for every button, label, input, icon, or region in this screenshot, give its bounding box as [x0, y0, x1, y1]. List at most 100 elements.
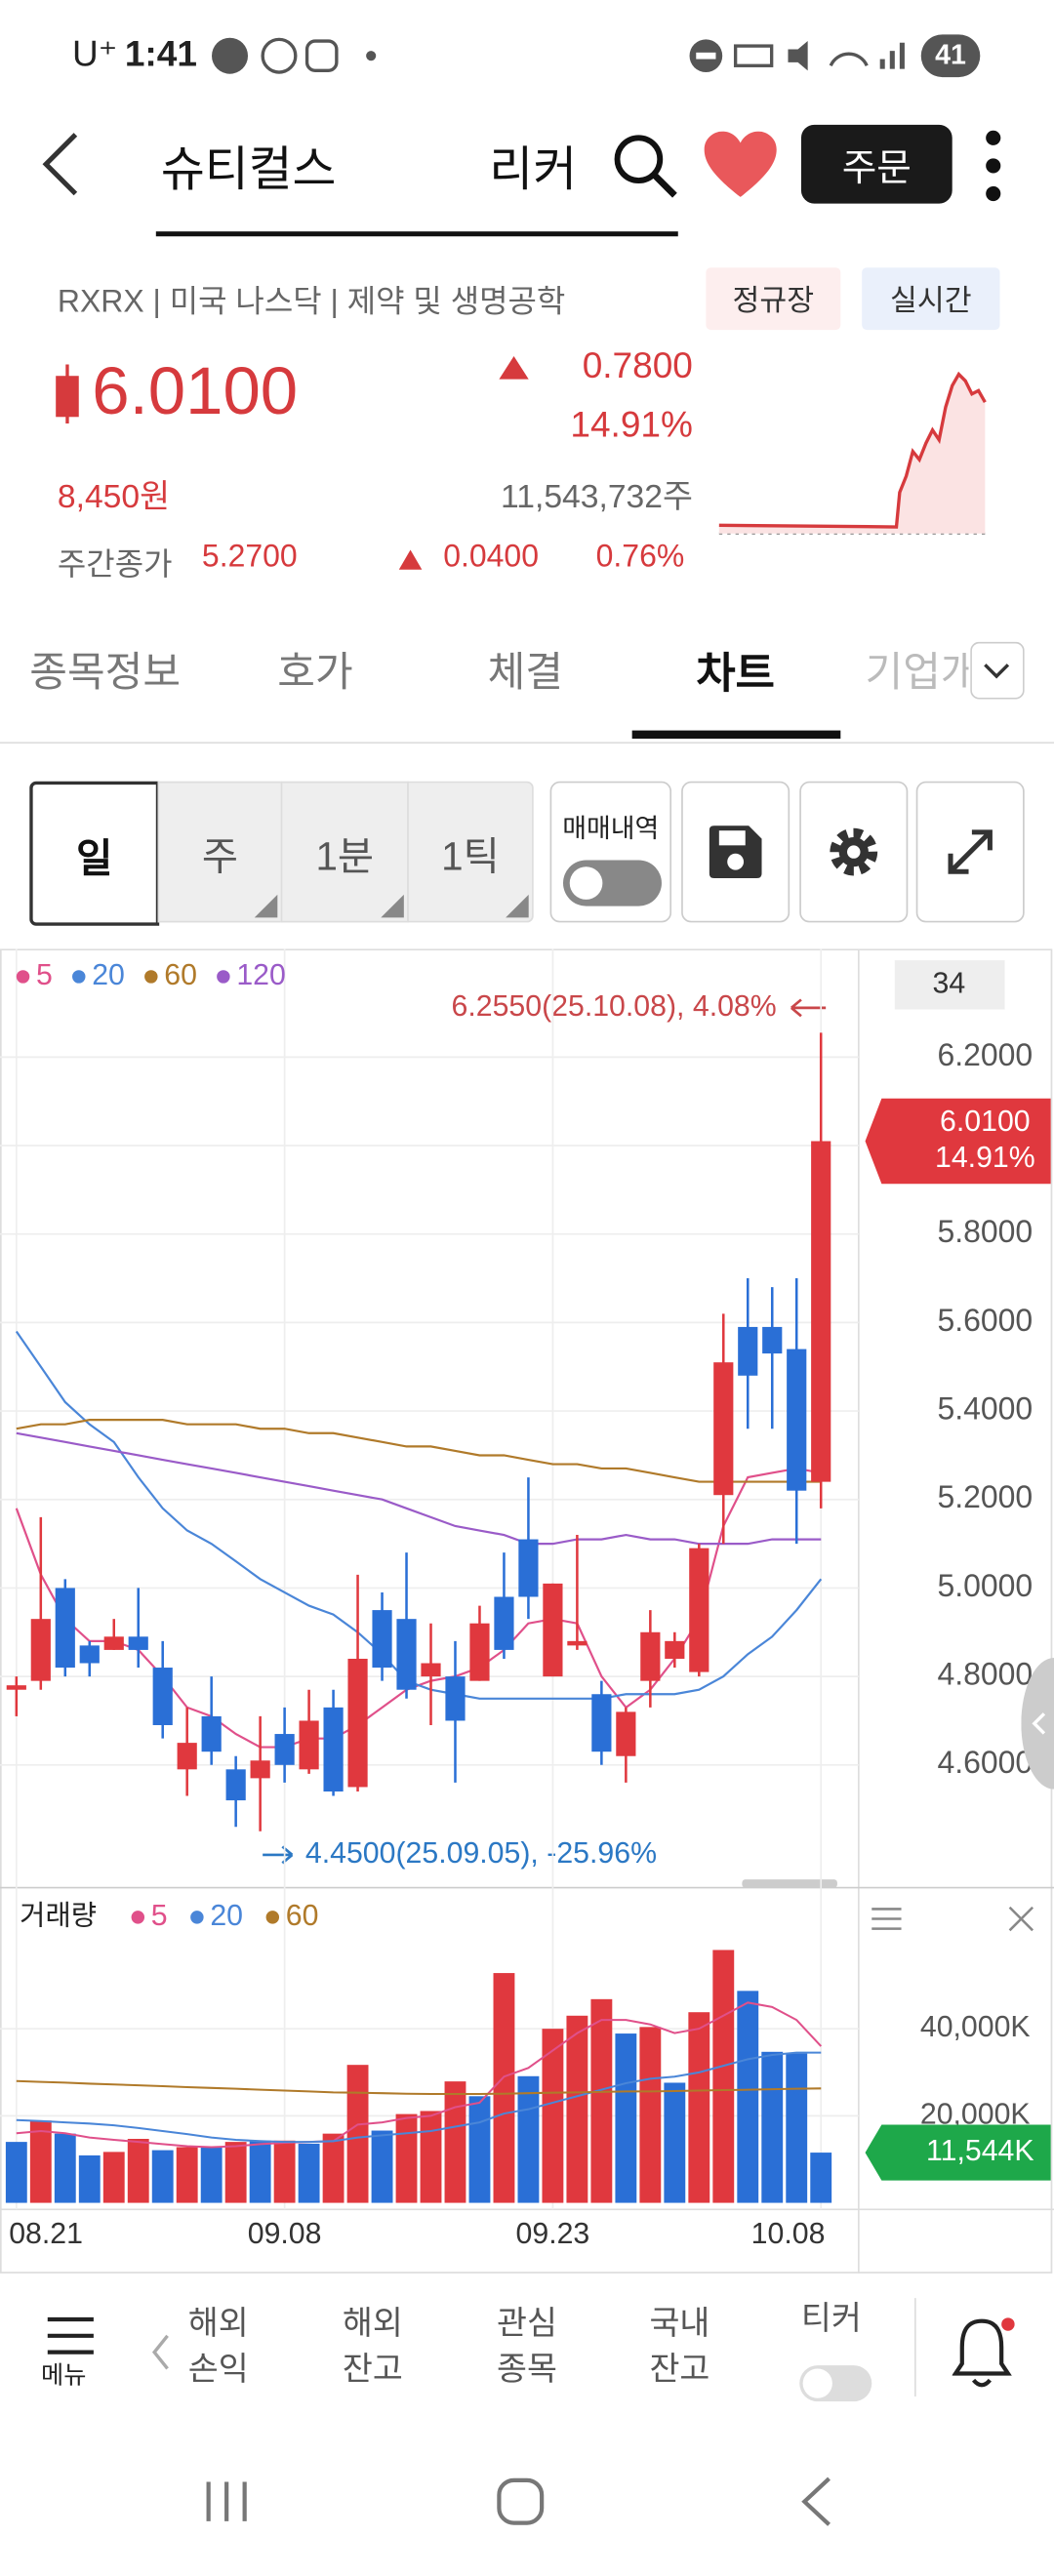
volume-bar — [688, 2012, 710, 2203]
nav-scroll-left[interactable] — [147, 2331, 174, 2374]
nav-item[interactable]: 관심 종목 — [486, 2302, 568, 2394]
volume-bar — [810, 2153, 832, 2203]
volume-bar — [444, 2081, 466, 2203]
volume-bar — [420, 2111, 442, 2203]
y-tick-label: 5.4000 — [937, 1391, 1033, 1427]
price-krw: 8,450원 — [57, 479, 171, 516]
order-button[interactable]: 주문 — [800, 124, 953, 204]
nav-item[interactable]: 국내 잔고 — [638, 2302, 720, 2394]
legend-label: 120 — [236, 959, 286, 991]
back-nav-button[interactable] — [801, 2476, 831, 2526]
volume-menu[interactable] — [872, 1908, 902, 1930]
volume-bar — [322, 2133, 345, 2203]
candle-body — [55, 1588, 75, 1669]
settings-button[interactable] — [799, 781, 909, 923]
legend-label: 5 — [36, 959, 53, 991]
save-button[interactable] — [681, 781, 790, 923]
candle-body — [591, 1694, 612, 1752]
back-button[interactable] — [33, 128, 99, 200]
day-change-pct: 0.76% — [595, 540, 685, 575]
volume-text: 11,543,732주 — [501, 479, 693, 516]
legend-dot — [131, 1911, 145, 1924]
y-tick-label: 5.8000 — [937, 1214, 1033, 1249]
scrollbar[interactable] — [742, 1879, 837, 1888]
nav-item[interactable]: 해외 손익 — [178, 2302, 260, 2394]
chart: 34 6.2550(25.10.08), 4.08% 4.4500(25.09.… — [0, 948, 1054, 2274]
clock: 1:41 — [124, 32, 197, 74]
nav-label: 해외 — [342, 2306, 403, 2343]
search-button[interactable] — [611, 132, 680, 201]
candle-body — [372, 1610, 392, 1669]
volume-bar — [273, 2140, 296, 2203]
candle-body — [665, 1640, 685, 1659]
x-tick-label: 09.23 — [516, 2218, 590, 2250]
legend-dot — [217, 970, 230, 984]
realtime-badge: 실시간 — [862, 267, 1000, 331]
notification-button[interactable] — [952, 2314, 1018, 2390]
tab[interactable]: 종목정보 — [29, 650, 182, 697]
volume-bar — [29, 2120, 52, 2203]
status-icons-right — [689, 39, 905, 73]
recents-button[interactable] — [206, 2481, 247, 2521]
volume-bar — [542, 2029, 564, 2203]
candle-body — [201, 1715, 222, 1752]
period-label: 주 — [201, 834, 239, 879]
header-underline — [155, 231, 678, 237]
intraday-sparkline — [718, 371, 989, 535]
ticker-tab[interactable]: 리커 — [489, 144, 578, 197]
candle-body — [323, 1707, 344, 1791]
price-change-pct: 14.91% — [570, 403, 693, 445]
battery: 41 — [920, 34, 981, 78]
ticker-toggle[interactable] — [798, 2363, 873, 2402]
volume-average-line — [16, 2051, 822, 2144]
legend-label: 20 — [210, 1900, 243, 1932]
tab[interactable]: 호가 — [277, 650, 353, 697]
menu-icon[interactable] — [46, 2314, 95, 2357]
system-nav — [206, 2476, 831, 2526]
candle-body — [762, 1326, 783, 1354]
trade-history-toggle[interactable]: 매매내역 — [549, 781, 672, 923]
side-handle[interactable] — [1021, 1658, 1054, 1790]
volume-bar — [176, 2147, 198, 2203]
current-volume-badge — [865, 2124, 1051, 2181]
period-button[interactable]: 주 — [157, 781, 283, 923]
divider — [0, 742, 1054, 745]
tab[interactable]: 기업개요 — [865, 650, 969, 697]
favorite-button[interactable] — [703, 131, 778, 201]
candle-body — [103, 1636, 124, 1650]
tab[interactable]: 체결 — [487, 650, 564, 697]
volume-close[interactable] — [1008, 1906, 1034, 1932]
ticker-toggle-label: 티커 — [800, 2301, 862, 2338]
home-button[interactable] — [497, 2477, 545, 2525]
high-annotation: 6.2550(25.10.08), 4.08% — [452, 990, 777, 1023]
volume-bar — [615, 2033, 637, 2203]
volume-bar — [712, 1950, 735, 2203]
y-tick-label: 5.6000 — [937, 1303, 1033, 1338]
nav-label: 손익 — [187, 2352, 249, 2389]
volume-bar — [395, 2113, 418, 2203]
candle-body — [469, 1623, 490, 1681]
stock-name-tab[interactable]: 슈티컬스 — [160, 144, 337, 197]
more-button[interactable] — [979, 128, 1008, 203]
candle-body — [616, 1711, 636, 1756]
up-arrow — [499, 356, 529, 380]
y-tick-label: 4.8000 — [937, 1657, 1033, 1692]
volume-bar — [590, 1998, 613, 2203]
trade-history-label: 매매내역 — [562, 816, 660, 844]
candle-body — [225, 1769, 246, 1801]
tab-dropdown[interactable] — [970, 641, 1025, 700]
legend-label: 60 — [164, 959, 197, 991]
volume-average-line — [16, 2079, 822, 2096]
menu-label[interactable]: 메뉴 — [41, 2361, 87, 2391]
stock-info: RXRX | 미국 나스닥 | 제약 및 생명공학 — [57, 285, 566, 321]
fullscreen-button[interactable] — [915, 781, 1025, 923]
tab-active[interactable]: 차트 — [696, 647, 775, 698]
period-button[interactable]: 일 — [29, 781, 160, 926]
low-annotation: 4.4500(25.09.05), -25.96% — [305, 1837, 657, 1870]
period-button[interactable]: 1틱 — [407, 781, 534, 923]
nav-item[interactable]: 해외 잔고 — [332, 2302, 414, 2394]
period-button[interactable]: 1분 — [280, 781, 409, 923]
y-tick-label: 5.0000 — [937, 1568, 1033, 1603]
